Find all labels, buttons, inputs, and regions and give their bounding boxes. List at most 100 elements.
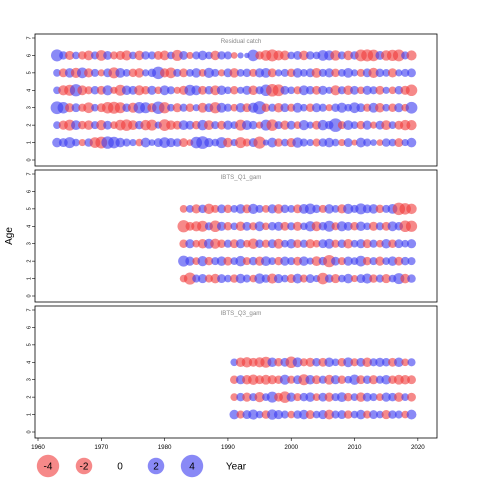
residual-bubble [268, 257, 277, 265]
residual-bubble [197, 50, 208, 61]
residual-bubble [318, 85, 328, 95]
residual-bubble [363, 222, 372, 231]
residual-bubble [242, 257, 251, 266]
y-tick-label: 5 [26, 343, 32, 346]
residual-bubble [72, 51, 80, 60]
residual-bubble [355, 137, 366, 148]
legend-bubble [36, 454, 60, 478]
residual-bubble [274, 121, 283, 130]
residual-bubble [343, 357, 354, 368]
residual-bubble [367, 49, 380, 62]
residual-bubble [324, 392, 334, 402]
residual-bubble [299, 239, 308, 248]
residual-bubble [223, 137, 233, 148]
residual-bubble [129, 51, 137, 60]
residual-bubble [279, 374, 290, 385]
residual-bubble [305, 357, 315, 367]
residual-bubble [230, 103, 239, 112]
residual-bubble [204, 256, 214, 266]
residual-bubble [167, 103, 175, 112]
residual-bubble [71, 120, 81, 131]
residual-bubble [197, 102, 208, 113]
residual-bubble [166, 120, 176, 130]
panel-title: Residual catch [221, 38, 262, 45]
residual-bubble [223, 51, 232, 60]
residual-bubble [394, 392, 404, 402]
residual-bubble [292, 137, 303, 148]
residual-bubble [261, 239, 270, 248]
residual-bubble [198, 85, 208, 95]
y-tick-label: 4 [26, 361, 32, 364]
residual-bubble [401, 239, 410, 248]
residual-bubble [185, 120, 195, 130]
residual-bubble [191, 85, 202, 96]
residual-bubble [362, 239, 372, 249]
residual-bubble [204, 120, 214, 131]
residual-bubble [394, 256, 404, 266]
residual-bubble [369, 358, 378, 367]
residual-bubble [287, 375, 296, 384]
residual-bubble [331, 138, 340, 147]
residual-bubble [356, 239, 366, 249]
residual-bubble [198, 273, 208, 284]
residual-bubble [305, 274, 315, 283]
residual-bubble [350, 393, 359, 401]
residual-bubble [272, 84, 285, 97]
residual-bubble [248, 238, 259, 249]
residual-bubble [224, 86, 232, 95]
legend-bubble [180, 454, 204, 478]
residual-bubble [305, 374, 315, 385]
residual-bubble [382, 257, 391, 265]
residual-bubble [280, 120, 290, 130]
residual-bubble [134, 50, 145, 61]
residual-bubble [255, 410, 264, 419]
residual-bubble [236, 86, 245, 94]
residual-bubble [300, 103, 308, 112]
residual-bubble [376, 139, 384, 146]
residual-bubble [262, 139, 269, 146]
residual-bubble [179, 103, 188, 112]
residual-bubble [191, 204, 201, 214]
residual-bubble [65, 103, 75, 113]
residual-bubble [254, 392, 265, 403]
residual-bubble [273, 204, 284, 214]
residual-bubble [287, 410, 296, 419]
residual-bubble [330, 50, 341, 61]
residual-bubble [369, 257, 378, 266]
residual-bubble [262, 222, 270, 231]
residual-bubble [350, 121, 359, 129]
residual-bubble [90, 68, 100, 77]
residual-bubble [369, 121, 378, 129]
residual-bubble [305, 410, 315, 419]
residual-bubble [381, 273, 391, 284]
residual-bubble [83, 120, 94, 130]
residual-bubble [325, 104, 333, 112]
residual-bubble [185, 256, 195, 266]
residual-bubble [140, 137, 151, 148]
residual-bubble [362, 357, 372, 368]
y-tick-label: 3 [26, 106, 32, 109]
residual-bubble [350, 410, 359, 419]
residual-bubble [331, 410, 340, 419]
residual-bubble [331, 205, 340, 213]
residual-bubble [230, 393, 239, 401]
residual-bubble [370, 139, 377, 146]
residual-bubble [53, 69, 61, 77]
residual-bubble [356, 221, 366, 232]
y-tick-label: 2 [26, 396, 32, 399]
legend-label: 4 [189, 462, 195, 473]
residual-bubble [114, 102, 126, 114]
residual-bubble [223, 120, 233, 130]
y-tick-label: 2 [26, 260, 32, 263]
residual-bubble [230, 358, 239, 367]
residual-bubble [273, 102, 284, 113]
residual-bubble [376, 393, 384, 401]
residual-bubble [286, 238, 297, 249]
residual-bubble [317, 119, 329, 131]
panel-title: IBTS_Q1_gam [221, 174, 262, 181]
y-tick-label: 2 [26, 124, 32, 127]
residual-bubble [324, 357, 334, 368]
residual-bubble [299, 358, 308, 367]
residual-bubble [173, 68, 182, 77]
residual-bubble [331, 68, 340, 78]
